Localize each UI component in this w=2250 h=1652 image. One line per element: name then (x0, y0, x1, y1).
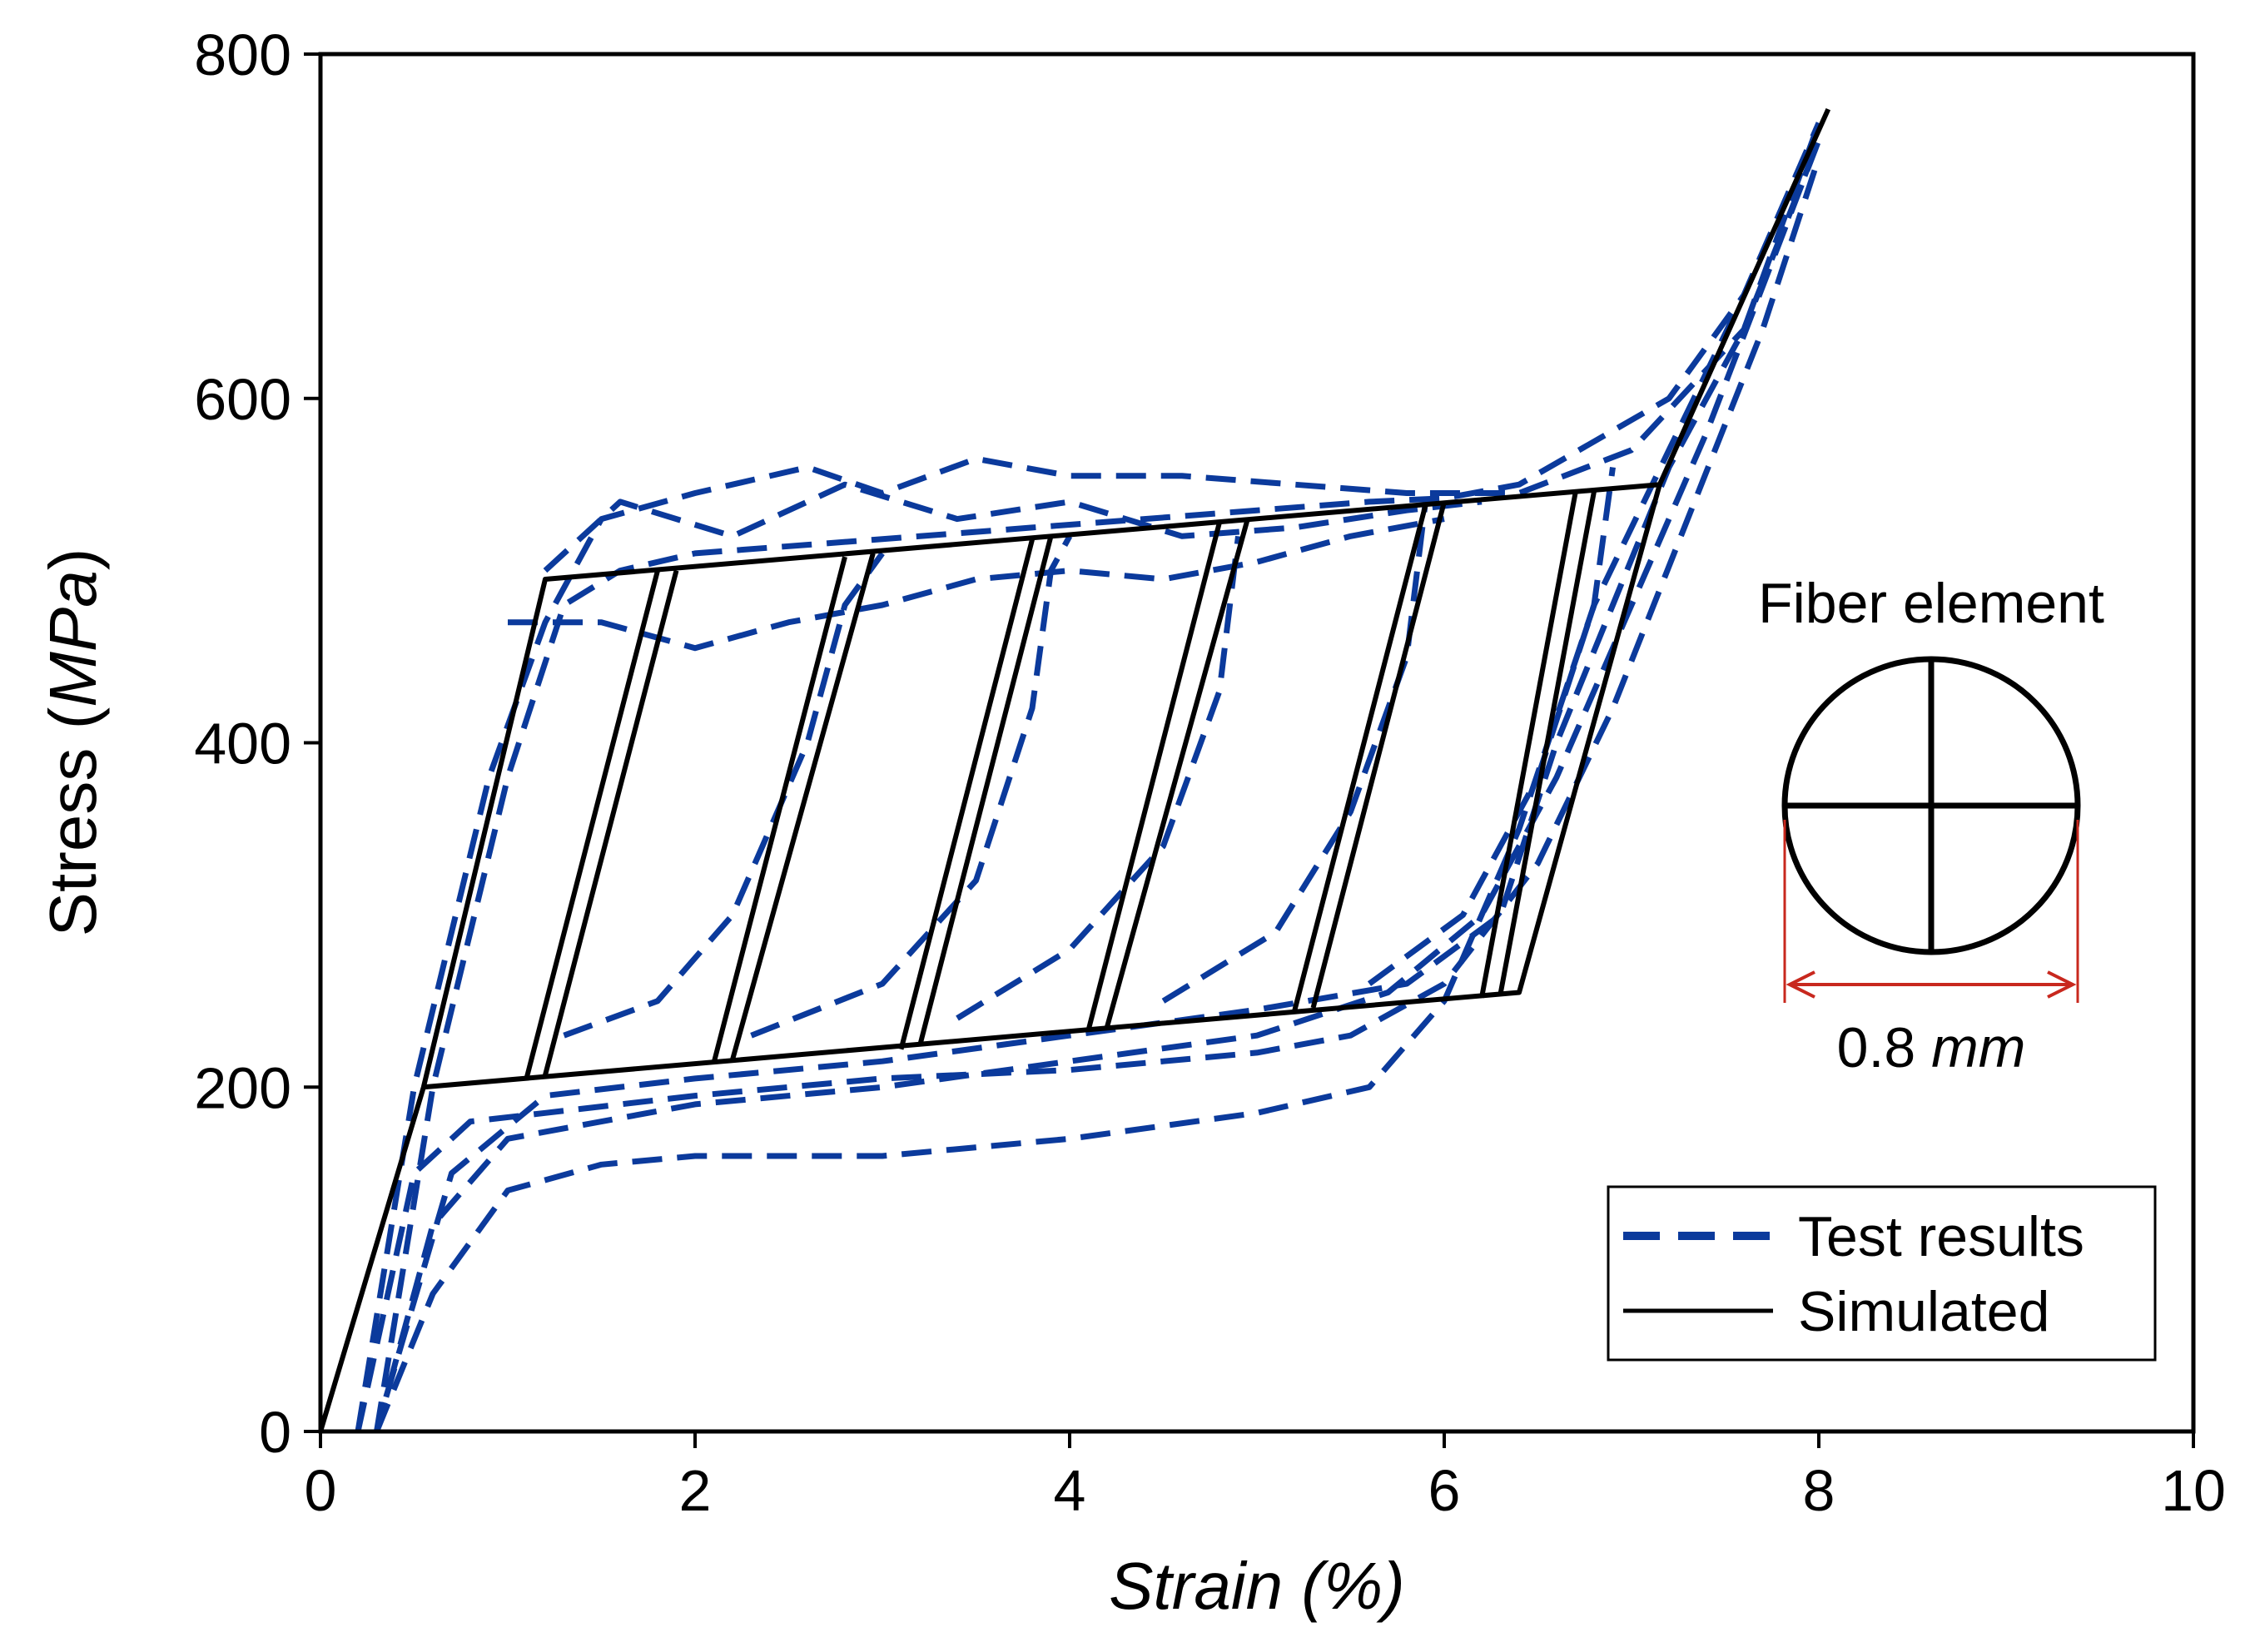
test-curve-7 (750, 534, 1073, 1039)
test-curve-9 (1161, 501, 1428, 1004)
test-curve-6 (563, 551, 885, 1039)
dimension-label: 0.8 mm (1837, 1016, 2026, 1079)
x-tick-label: 6 (1428, 1458, 1461, 1523)
simulated-curve-6 (898, 538, 1035, 1050)
y-axis-label: Stress (MPa) (36, 548, 110, 937)
simulated-curve-11 (1310, 501, 1447, 1009)
series-layer (318, 107, 1831, 1433)
series-simulated (318, 107, 1831, 1432)
y-tick-label: 800 (194, 22, 291, 87)
simulated-curve-8 (1085, 521, 1222, 1031)
simulated-curve-4 (711, 556, 847, 1064)
test-curve-8 (956, 535, 1241, 1021)
simulated-curve-1 (423, 484, 1662, 1090)
test-curve-10 (1367, 467, 1616, 986)
simulated-curve-13 (1498, 490, 1597, 995)
x-axis-label: Strain (%) (1109, 1549, 1405, 1623)
ticks-layer: 0 2 4 6 8 10 0 200 400 600 800 (194, 22, 2226, 1523)
simulated-curve-7 (917, 535, 1054, 1047)
fiber-element-title: Fiber element (1758, 572, 2104, 635)
simulated-curve-5 (730, 553, 876, 1061)
x-tick-label: 2 (679, 1458, 712, 1523)
simulated-curve-9 (1105, 518, 1250, 1028)
y-tick-label: 0 (259, 1400, 291, 1465)
x-tick-label: 10 (2161, 1458, 2226, 1523)
x-tick-label: 8 (1803, 1458, 1835, 1523)
fiber-element-annotation: Fiber element 0.8 mm (1758, 572, 2104, 1079)
simulated-curve-10 (1292, 504, 1428, 1012)
legend: Test results Simulated (1607, 1185, 2157, 1362)
dimension-arrowhead-right-icon (2047, 970, 2077, 999)
test-curve-4 (374, 122, 1822, 1433)
x-tick-label: 4 (1054, 1458, 1086, 1523)
test-curve-11 (508, 516, 1445, 652)
y-tick-label: 400 (194, 712, 291, 776)
series-test-results (355, 122, 1822, 1433)
test-curve-2 (383, 122, 1822, 1398)
legend-box (1607, 1185, 2157, 1362)
simulated-curve-0 (318, 107, 1831, 1432)
simulated-curve-3 (543, 569, 679, 1076)
dimension-arrowhead-left-icon (1786, 970, 1815, 999)
test-curve-0 (374, 122, 1822, 1432)
simulated-curve-2 (524, 569, 660, 1079)
test-curve-3 (374, 139, 1822, 1432)
simulated-curve-12 (1479, 492, 1578, 999)
y-tick-label: 600 (194, 367, 291, 432)
test-curve-1 (355, 139, 1822, 1432)
legend-label-simulated: Simulated (1798, 1280, 2049, 1343)
legend-label-test-results: Test results (1798, 1205, 2084, 1268)
y-tick-label: 200 (194, 1055, 291, 1120)
x-tick-label: 0 (305, 1458, 337, 1523)
test-curve-5 (355, 156, 1822, 1432)
test-curve-12 (543, 481, 1483, 573)
